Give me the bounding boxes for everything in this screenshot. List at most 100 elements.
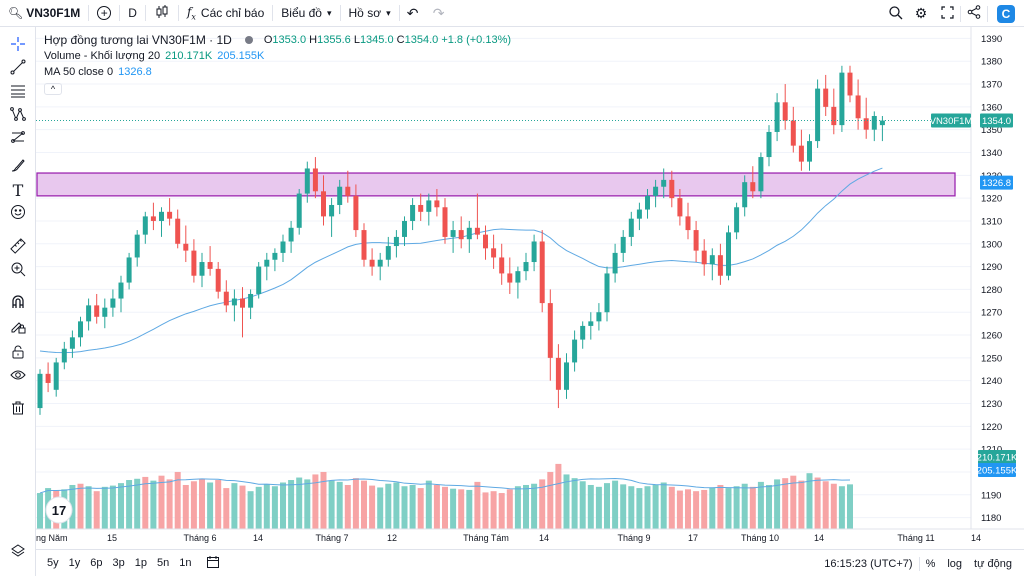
volume-bar <box>498 493 505 529</box>
volume-bar <box>790 475 797 529</box>
trendline-tool[interactable] <box>0 58 36 80</box>
fib-tool[interactable] <box>0 82 36 104</box>
divider <box>960 5 961 22</box>
auto-toggle[interactable]: tự động <box>974 557 1012 570</box>
candle <box>215 262 221 299</box>
log-toggle[interactable]: log <box>947 557 963 570</box>
compare-button[interactable]: + <box>89 0 119 27</box>
candle-body <box>393 236 399 247</box>
volume-bar <box>701 489 708 529</box>
y-tick-label: 1260 <box>981 331 1002 342</box>
range-button-1n[interactable]: 1n <box>179 557 192 569</box>
date-range-button[interactable] <box>201 555 225 572</box>
object-tree-tool[interactable] <box>0 542 36 564</box>
crosshair-tool[interactable] <box>0 35 36 57</box>
volume-bar <box>101 486 108 529</box>
volume-tag: 210.171K <box>977 453 1018 464</box>
volume-ma-polyline <box>39 477 851 494</box>
candle <box>758 152 764 199</box>
candle-body <box>418 204 424 212</box>
candle <box>831 88 837 135</box>
candle-body <box>645 195 650 210</box>
text-tool[interactable]: T <box>0 179 36 201</box>
volume-bar <box>401 486 408 529</box>
range-button-1y[interactable]: 1y <box>68 557 81 569</box>
brush-tool[interactable] <box>0 156 36 178</box>
measure-tool[interactable] <box>0 237 36 259</box>
settings-button[interactable]: ⚙ <box>908 0 934 27</box>
brand-button[interactable]: C <box>988 0 1024 27</box>
symbol-search[interactable]: 🔍︎ VN30F1M <box>0 0 88 27</box>
magnet-tool[interactable] <box>0 293 36 315</box>
time-zone-label[interactable]: 16:15:23 (UTC+7) <box>824 557 913 570</box>
candle-body <box>329 204 335 217</box>
divider <box>918 556 920 571</box>
volume-bar <box>280 482 286 529</box>
price-chart[interactable]: 1180119012001210122012301240125012601270… <box>36 27 1024 549</box>
candle <box>790 106 796 153</box>
chart-type-button[interactable]: Biểu đồ ▾ <box>273 0 339 27</box>
legend-collapse-button[interactable]: ^ <box>44 83 62 95</box>
volume-bar <box>118 483 124 529</box>
volume-bar <box>142 476 149 529</box>
legend-volume-row[interactable]: Volume - Khối lượng 20 210.171K 205.155K <box>44 48 511 64</box>
candle <box>264 252 270 281</box>
candle-body <box>669 179 675 199</box>
candle <box>596 303 602 331</box>
trendline-icon <box>10 59 26 79</box>
candle <box>393 230 399 258</box>
legend-ma-row[interactable]: MA 50 close 0 1326.8 <box>44 64 511 80</box>
candle-body <box>572 339 578 363</box>
candle-body <box>604 273 610 313</box>
emoji-tool[interactable] <box>0 203 36 225</box>
share-button[interactable] <box>961 0 987 27</box>
x-tick-label: Tháng 6 <box>183 533 216 543</box>
profile-button[interactable]: Hồ sơ ▾ <box>341 0 399 27</box>
hide-drawings-tool[interactable] <box>0 366 36 388</box>
volume-ma-tag-bg <box>978 463 1016 477</box>
range-button-5n[interactable]: 5n <box>157 557 170 569</box>
remove-drawings-tool[interactable] <box>0 399 36 421</box>
interval-button[interactable]: D <box>120 0 145 27</box>
candle <box>288 220 294 253</box>
volume-bar <box>166 479 173 529</box>
indicators-button[interactable]: fx Các chỉ báo <box>179 0 272 27</box>
percent-toggle[interactable]: % <box>925 557 936 570</box>
fullscreen-button[interactable] <box>934 0 960 27</box>
last-price-tag-bg <box>980 113 1013 128</box>
redo-button[interactable]: ↷ <box>426 0 452 27</box>
trash-icon <box>10 400 26 420</box>
eye-icon <box>10 367 26 387</box>
candle <box>669 170 675 208</box>
range-button-1p[interactable]: 1p <box>134 557 147 569</box>
lock-drawings-tool[interactable] <box>0 343 36 365</box>
pattern-tool[interactable] <box>0 105 36 127</box>
candle-body <box>685 216 691 231</box>
undo-button[interactable]: ↶ <box>400 0 426 27</box>
candle <box>855 79 861 130</box>
range-button-3p[interactable]: 3p <box>112 557 125 569</box>
volume-bar <box>174 471 181 529</box>
candle-body <box>272 252 278 260</box>
y-tick-label: 1380 <box>981 57 1002 68</box>
forecast-tool[interactable] <box>0 128 36 150</box>
volume-bar <box>263 484 270 529</box>
gear-icon: ⚙ <box>914 5 928 21</box>
stay-drawing-tool[interactable] <box>0 317 36 339</box>
range-button-5y[interactable]: 5y <box>47 557 59 569</box>
y-tick-label: 1190 <box>981 490 1001 501</box>
candle <box>134 230 140 267</box>
candle-body <box>620 236 626 253</box>
range-button-6p[interactable]: 6p <box>90 557 103 569</box>
candle-body <box>280 241 286 253</box>
volume-bar <box>239 485 246 529</box>
volume-bar <box>69 484 76 529</box>
candle <box>523 252 529 281</box>
indicators-label: Các chỉ báo <box>200 6 265 20</box>
volume-bar <box>369 485 376 529</box>
candles-button[interactable] <box>146 0 178 27</box>
divider <box>398 5 400 21</box>
candle <box>45 362 51 393</box>
zoom-in-tool[interactable] <box>0 260 36 282</box>
quick-search-button[interactable] <box>882 0 908 27</box>
